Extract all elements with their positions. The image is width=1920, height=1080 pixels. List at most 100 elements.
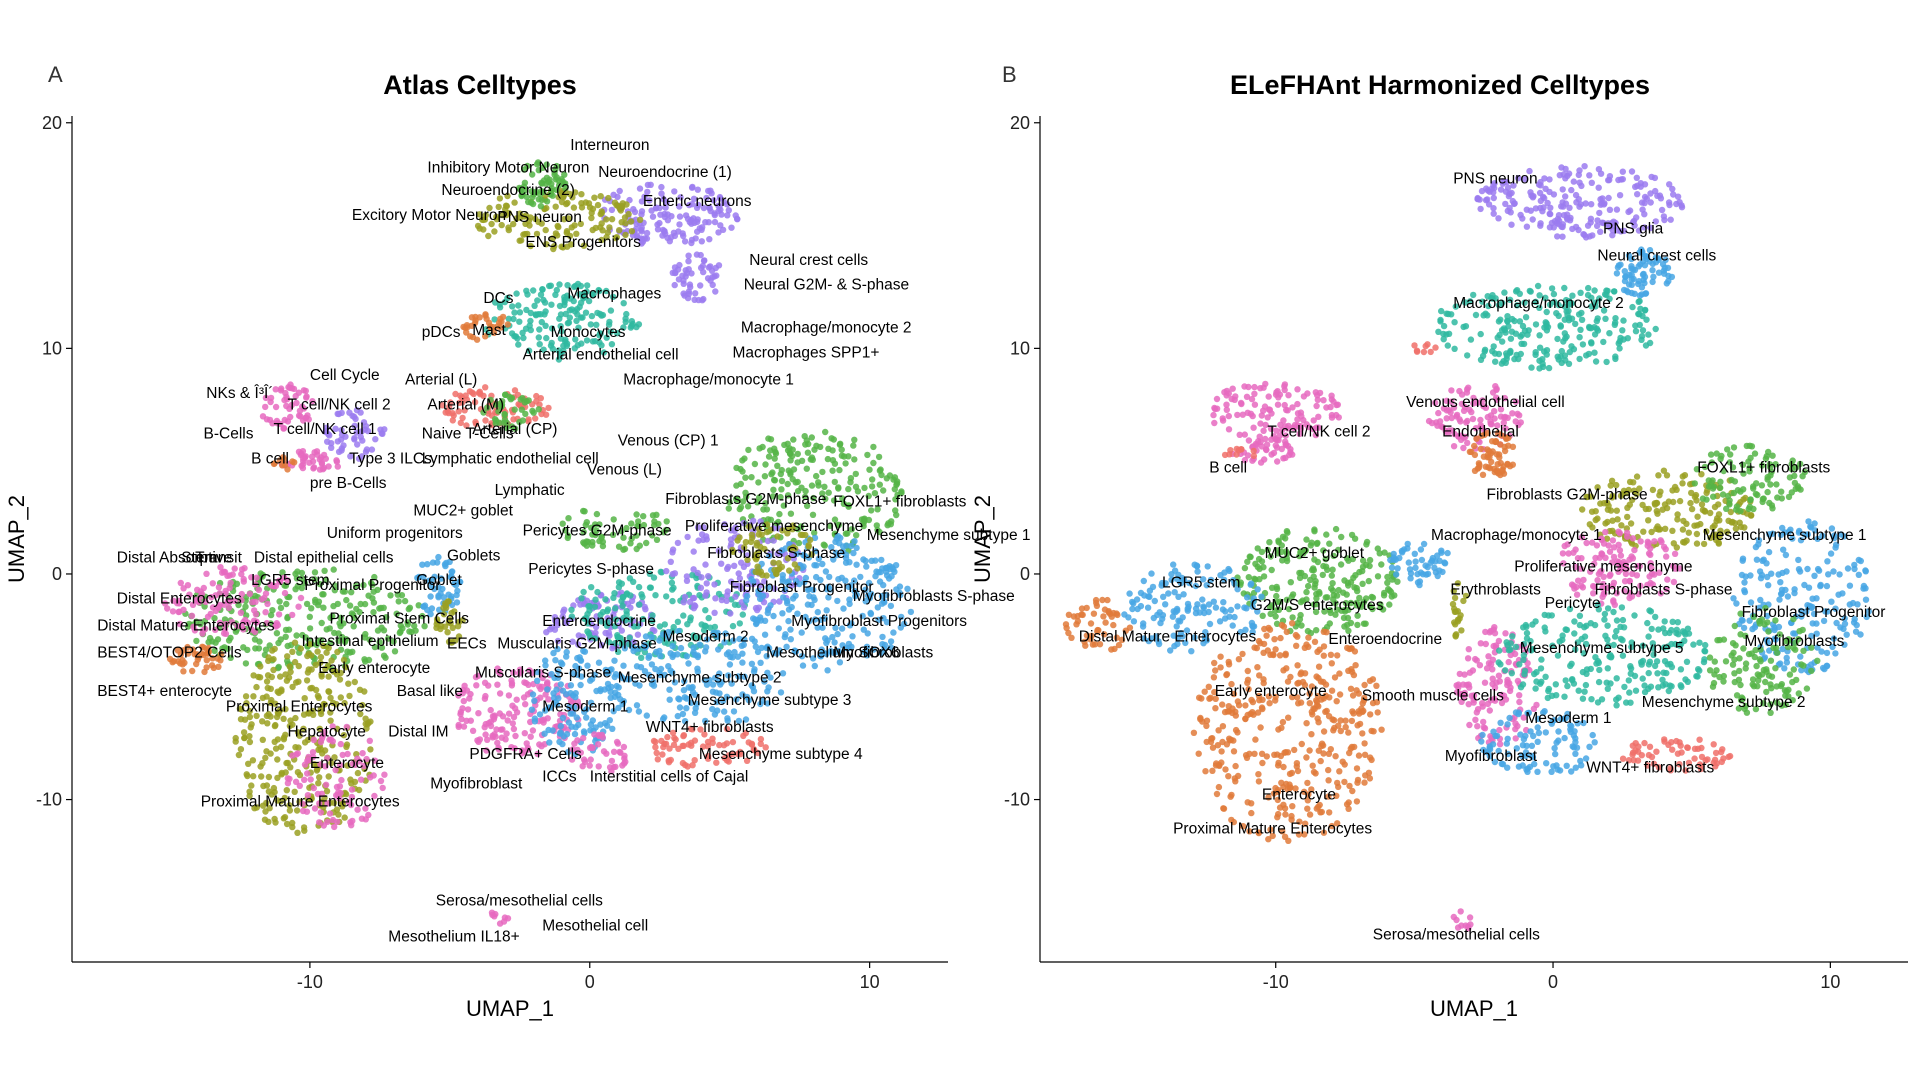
data-point	[1596, 295, 1603, 302]
data-point	[371, 792, 378, 800]
data-point	[1526, 167, 1533, 175]
data-point	[1635, 227, 1643, 234]
data-point	[1282, 811, 1289, 818]
data-point	[705, 573, 712, 580]
cluster-label: PDGFRA+ Cells	[469, 746, 582, 763]
data-point	[628, 322, 635, 329]
cluster-label: Myofibroblasts	[833, 644, 933, 661]
data-point	[1338, 533, 1345, 541]
data-point	[621, 214, 629, 221]
data-point	[511, 309, 518, 316]
data-point	[850, 442, 857, 449]
data-point	[701, 731, 708, 738]
data-point	[1521, 327, 1529, 334]
data-point	[225, 597, 232, 605]
data-point	[457, 419, 464, 427]
data-point	[770, 559, 777, 566]
data-point	[1547, 204, 1554, 211]
data-point	[548, 301, 555, 308]
data-point	[354, 769, 362, 777]
data-point	[613, 738, 621, 746]
data-point	[1294, 386, 1301, 393]
data-point	[362, 720, 369, 728]
data-point	[1652, 325, 1659, 333]
data-point	[1241, 456, 1249, 464]
data-point	[572, 662, 579, 670]
data-point	[510, 220, 517, 228]
data-point	[489, 911, 496, 919]
data-point	[580, 507, 587, 515]
data-point	[733, 464, 740, 472]
data-point	[299, 807, 307, 815]
data-point	[439, 585, 446, 593]
data-point	[771, 455, 778, 462]
data-point	[802, 487, 809, 495]
data-point	[623, 524, 630, 532]
data-point	[700, 268, 707, 276]
data-point	[1262, 435, 1269, 443]
data-point	[1509, 461, 1516, 468]
cluster	[161, 564, 305, 637]
data-point	[1584, 291, 1592, 299]
data-point	[277, 743, 285, 751]
panel-b: B ELeFHAnt Harmonized Celltypes -10 0 10 -1…	[960, 0, 1920, 1080]
data-point	[723, 693, 731, 700]
data-point	[1227, 606, 1235, 614]
data-point	[870, 646, 877, 653]
data-point	[525, 347, 533, 354]
data-point	[336, 676, 344, 683]
data-point	[442, 409, 449, 416]
data-point	[311, 569, 319, 576]
data-point	[789, 526, 796, 533]
data-point	[555, 223, 562, 231]
data-point	[1285, 714, 1292, 721]
data-point	[764, 609, 771, 617]
data-point	[589, 338, 597, 345]
data-point	[1517, 419, 1524, 426]
data-point	[821, 483, 828, 490]
data-point	[1555, 220, 1562, 228]
data-point	[804, 449, 812, 456]
cluster-label: Muscularis S-phase	[475, 665, 611, 682]
data-point	[542, 657, 549, 664]
data-point	[1306, 811, 1314, 818]
data-point	[608, 768, 615, 775]
data-point	[758, 644, 765, 652]
data-point	[592, 724, 599, 731]
data-point	[542, 180, 550, 187]
data-point	[756, 582, 764, 589]
data-point	[538, 318, 545, 326]
data-point	[1266, 406, 1274, 413]
data-point	[495, 401, 502, 408]
data-point	[250, 773, 257, 780]
data-point	[664, 234, 671, 241]
data-point	[1314, 715, 1321, 722]
data-point	[580, 242, 588, 249]
data-point	[1275, 394, 1282, 401]
data-point	[338, 776, 345, 784]
data-point	[329, 738, 336, 745]
data-point	[1631, 222, 1638, 229]
cluster	[284, 723, 388, 831]
data-point	[1479, 471, 1487, 478]
data-point	[587, 756, 594, 763]
data-point	[224, 645, 231, 652]
data-point	[286, 663, 293, 670]
data-point	[628, 520, 635, 527]
data-point	[1405, 559, 1412, 566]
data-point	[803, 465, 810, 472]
data-point	[1666, 201, 1673, 209]
data-point	[713, 759, 720, 766]
data-point	[697, 282, 704, 289]
data-point	[1093, 599, 1100, 607]
data-point	[447, 573, 454, 581]
data-point	[1642, 290, 1649, 297]
data-point	[265, 773, 273, 781]
data-point	[1219, 701, 1226, 708]
data-point	[762, 744, 769, 751]
data-point	[1234, 603, 1241, 610]
data-point	[904, 585, 911, 592]
data-point	[1469, 415, 1477, 423]
data-point	[336, 620, 343, 627]
data-point	[588, 524, 595, 531]
